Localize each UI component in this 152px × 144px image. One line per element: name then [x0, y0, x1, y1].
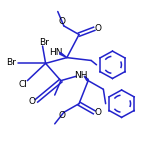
- Text: NH: NH: [75, 71, 88, 80]
- Text: HN: HN: [49, 48, 62, 57]
- Polygon shape: [60, 53, 67, 58]
- Text: O: O: [29, 97, 36, 106]
- Text: O: O: [95, 108, 102, 117]
- Text: O: O: [58, 111, 65, 120]
- Text: O: O: [95, 24, 102, 33]
- Text: Cl: Cl: [18, 80, 27, 89]
- Text: Br: Br: [39, 38, 49, 47]
- Text: O: O: [59, 17, 66, 26]
- Text: Br: Br: [7, 58, 16, 67]
